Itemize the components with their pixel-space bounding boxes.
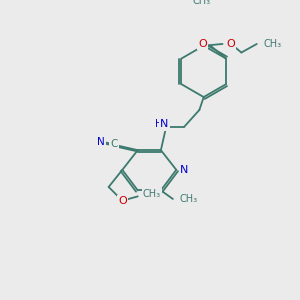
Text: CH₃: CH₃ (264, 39, 282, 49)
Text: C: C (110, 139, 118, 149)
Text: O: O (226, 39, 235, 49)
Text: N: N (160, 119, 169, 130)
Text: CH₃: CH₃ (143, 189, 161, 199)
Text: N: N (180, 165, 188, 175)
Text: CH₃: CH₃ (193, 0, 211, 6)
Text: H: H (154, 119, 162, 130)
Text: CH₃: CH₃ (180, 194, 198, 204)
Text: O: O (118, 196, 127, 206)
Text: N: N (97, 136, 105, 147)
Text: O: O (198, 39, 207, 49)
